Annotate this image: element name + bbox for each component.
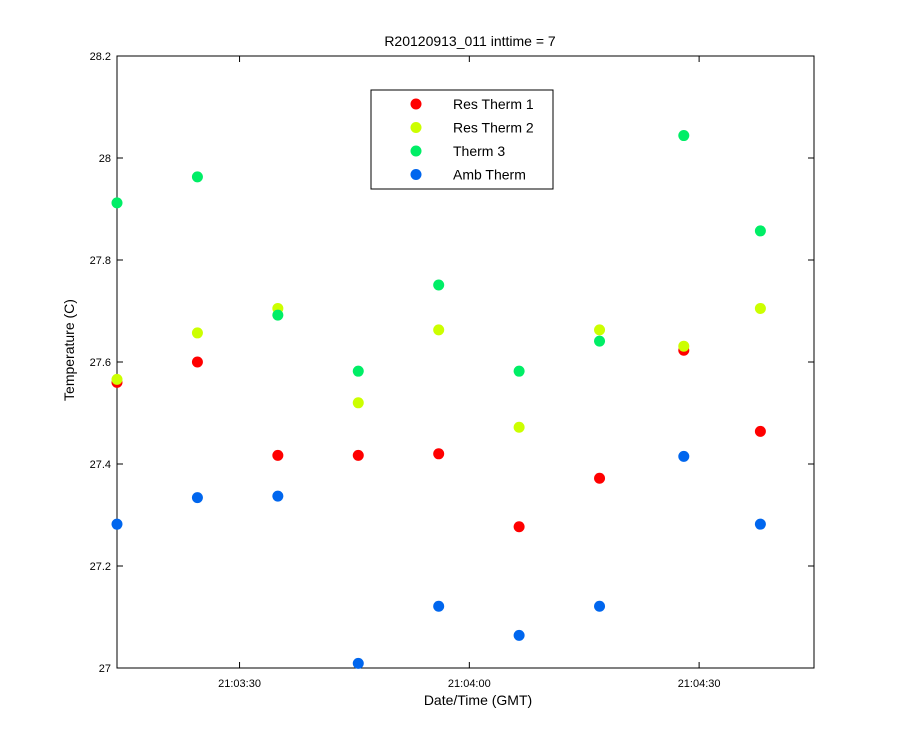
point-series-3	[272, 309, 284, 321]
point-series-3	[352, 365, 364, 377]
point-series-4	[352, 657, 364, 669]
point-series-3	[594, 335, 606, 347]
point-series-2	[191, 327, 203, 339]
point-series-3	[433, 279, 445, 291]
legend-label: Therm 3	[453, 143, 505, 159]
legend-label: Amb Therm	[453, 167, 526, 183]
legend-box	[370, 89, 554, 190]
y-axis: 27 27.2 27.4 27.6 27.8 28 28.2	[90, 51, 814, 675]
y-tick-label: 27.8	[90, 255, 111, 267]
x-axis-title: Date/Time (GMT)	[424, 692, 532, 708]
legend-label: Res Therm 2	[453, 120, 534, 136]
point-series-2	[433, 324, 445, 336]
point-series-1	[272, 449, 284, 461]
legend-label: Res Therm 1	[453, 96, 534, 112]
x-axis: 21:03:30 21:04:00 21:04:30	[218, 56, 721, 690]
y-tick-label: 28	[99, 153, 111, 165]
point-series-4	[754, 518, 766, 530]
data-points	[111, 130, 766, 669]
point-series-2	[111, 373, 123, 385]
point-series-1	[594, 472, 606, 484]
point-series-1	[754, 425, 766, 437]
point-series-3	[513, 365, 525, 377]
point-series-4	[433, 600, 445, 612]
point-series-2	[513, 421, 525, 433]
point-series-2	[594, 324, 606, 336]
point-series-3	[111, 197, 123, 209]
point-series-4	[111, 518, 123, 530]
point-series-1	[352, 449, 364, 461]
point-series-4	[272, 490, 284, 502]
legend-marker	[410, 169, 422, 180]
x-tick-label: 21:03:30	[218, 678, 261, 690]
point-series-2	[678, 340, 690, 352]
legend-marker	[410, 122, 422, 133]
point-series-3	[754, 225, 766, 237]
point-series-2	[352, 397, 364, 409]
point-series-4	[678, 450, 690, 462]
x-tick-label: 21:04:00	[448, 678, 491, 690]
point-series-2	[754, 302, 766, 314]
x-tick-label: 21:04:30	[678, 678, 721, 690]
y-tick-label: 27.4	[90, 459, 111, 471]
point-series-3	[678, 130, 690, 142]
point-series-1	[433, 448, 445, 460]
y-tick-label: 27.2	[90, 561, 111, 573]
legend: Res Therm 1 Res Therm 2 Therm 3 Amb Therm	[370, 89, 554, 190]
point-series-1	[191, 356, 203, 368]
point-series-1	[513, 521, 525, 533]
point-series-3	[191, 171, 203, 183]
point-series-4	[594, 600, 606, 612]
y-tick-label: 27.6	[90, 357, 111, 369]
y-tick-label: 28.2	[90, 51, 111, 63]
legend-marker	[410, 145, 422, 157]
chart-title: R20120913_011 inttime = 7	[384, 33, 556, 49]
legend-marker	[410, 98, 422, 110]
point-series-4	[513, 629, 525, 641]
y-tick-label: 27	[99, 663, 111, 675]
point-series-4	[191, 492, 203, 504]
y-axis-title: Temperature (C)	[61, 299, 77, 401]
legend-items: Res Therm 1 Res Therm 2 Therm 3 Amb Therm	[410, 96, 534, 183]
